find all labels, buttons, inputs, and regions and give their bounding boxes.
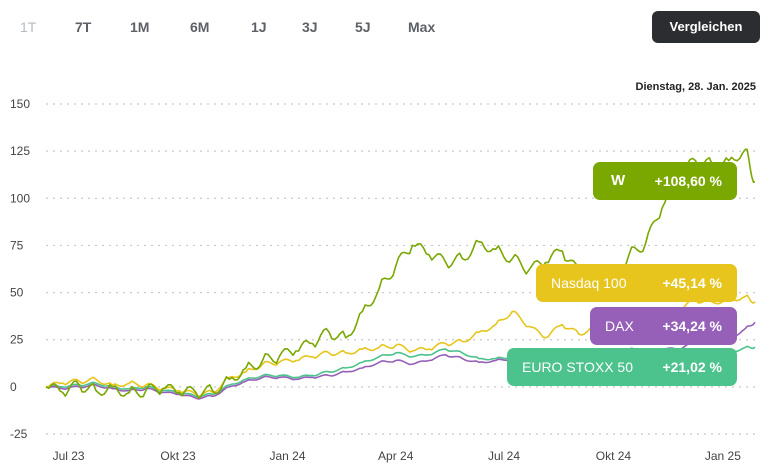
y-tick-label: 100 xyxy=(10,191,30,205)
y-tick-label: 0 xyxy=(10,380,17,394)
tab-range-7t[interactable]: 7T xyxy=(75,19,92,35)
x-tick-label: Jan 25 xyxy=(705,449,741,463)
legend-main-value: +108,60 % xyxy=(654,173,722,189)
tab-range-1j[interactable]: 1J xyxy=(251,19,267,35)
legend-nasdaq[interactable]: Nasdaq 100 +45,14 % xyxy=(536,264,737,302)
stock-logo-icon: W xyxy=(611,172,626,189)
legend-nasdaq-value: +45,14 % xyxy=(662,275,722,291)
tab-range-6m[interactable]: 6M xyxy=(190,19,210,35)
tab-range-max[interactable]: Max xyxy=(408,19,436,35)
tab-range-5j[interactable]: 5J xyxy=(355,19,371,35)
current-date-label: Dienstag, 28. Jan. 2025 xyxy=(635,81,756,93)
x-axis-ticks: Jul 23 Okt 23 Jan 24 Apr 24 Jul 24 Okt 24 Jan … xyxy=(53,449,742,463)
legend-stoxx-value: +21,02 % xyxy=(662,359,722,375)
legend-dax-value: +34,24 % xyxy=(662,318,722,334)
time-range-tabs: 1T 7T 1M 6M 1J 3J 5J Max xyxy=(0,0,560,52)
x-tick-label: Apr 24 xyxy=(378,449,414,463)
legend-main-stock[interactable]: W +108,60 % xyxy=(593,162,737,200)
y-tick-label: -25 xyxy=(10,427,28,441)
legend-dax[interactable]: DAX +34,24 % xyxy=(590,307,737,345)
x-tick-label: Okt 24 xyxy=(596,449,632,463)
series-line-main[interactable] xyxy=(45,148,755,399)
y-tick-label: 50 xyxy=(10,286,24,300)
legend-stoxx[interactable]: EURO STOXX 50 +21,02 % xyxy=(507,348,737,386)
y-tick-label: 125 xyxy=(10,144,30,158)
x-tick-label: Jul 23 xyxy=(53,449,85,463)
y-tick-label: 25 xyxy=(10,333,24,347)
legend-stoxx-name: EURO STOXX 50 xyxy=(522,359,634,375)
legend-dax-name: DAX xyxy=(605,318,634,334)
tab-range-1t[interactable]: 1T xyxy=(20,19,37,35)
tab-range-3j[interactable]: 3J xyxy=(302,19,318,35)
y-tick-label: 150 xyxy=(10,97,30,111)
x-tick-label: Jan 24 xyxy=(269,449,305,463)
y-axis-ticks: 150 125 100 75 50 25 0 -25 xyxy=(10,97,30,441)
compare-button[interactable]: Vergleichen xyxy=(652,11,760,43)
x-tick-label: Okt 23 xyxy=(160,449,196,463)
legend-nasdaq-name: Nasdaq 100 xyxy=(551,275,627,291)
x-tick-label: Jul 24 xyxy=(488,449,520,463)
tab-range-1m[interactable]: 1M xyxy=(130,19,150,35)
y-tick-label: 75 xyxy=(10,238,24,252)
